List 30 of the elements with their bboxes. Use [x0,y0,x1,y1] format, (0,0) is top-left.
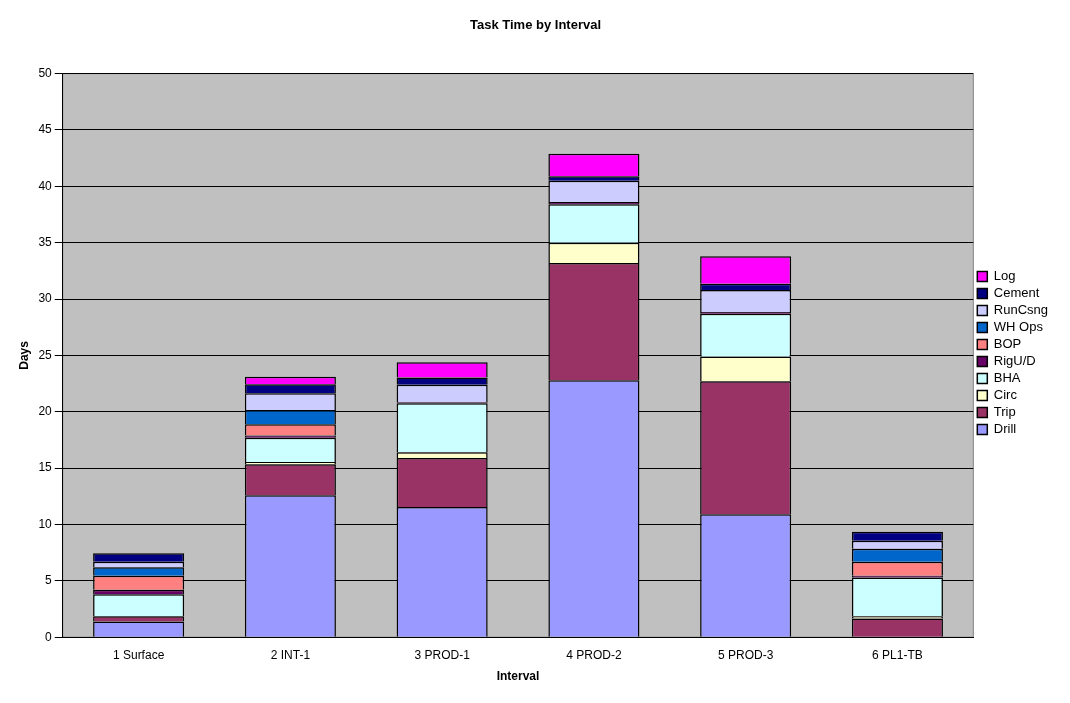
legend-label: Log [993,268,1016,284]
chart-title: Task Time by Interval [469,17,602,33]
y-tick-label: 35 [38,234,53,249]
x-tick-label: 2 INT-1 [270,647,311,662]
y-tick-label: 10 [38,516,53,531]
legend-label: BHA [993,370,1021,386]
y-tick-label: 50 [38,65,53,80]
y-tick-label: 15 [38,460,53,475]
legend-label: Trip [993,404,1016,420]
x-tick-label: 3 PROD-1 [414,647,471,662]
y-axis-title: Days [16,340,31,370]
y-tick-label: 0 [45,629,53,644]
legend-label: Circ [993,387,1018,403]
y-tick-label: 45 [38,122,53,137]
x-axis-title: Interval [496,669,540,684]
legend-label: BOP [993,336,1022,352]
y-tick-label: 20 [38,404,53,419]
y-tick-label: 40 [38,178,53,193]
legend-label: WH Ops [993,319,1044,335]
x-tick-label: 1 Surface [112,647,165,662]
y-tick-label: 25 [38,347,53,362]
legend-label: RunCsng [993,302,1049,318]
x-tick-label: 6 PL1-TB [872,647,923,662]
y-tick-label: 30 [38,291,53,306]
x-tick-label: 5 PROD-3 [717,647,774,662]
x-tick-label: 4 PROD-2 [566,647,622,662]
legend-label: Drill [993,421,1017,437]
y-tick-label: 5 [45,573,53,588]
legend-label: RigU/D [993,353,1036,369]
legend-label: Cement [993,285,1040,301]
